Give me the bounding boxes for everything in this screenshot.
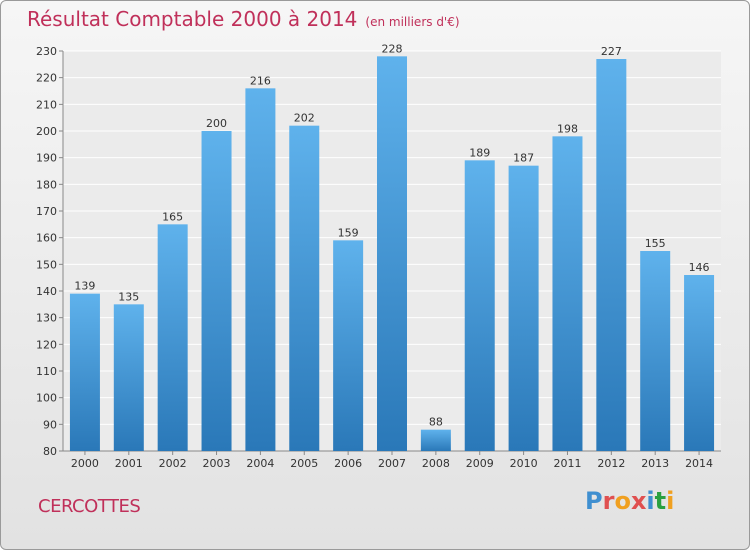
chart-title: Résultat Comptable 2000 à 2014 (en millie… — [27, 7, 460, 31]
x-tick-label: 2000 — [71, 457, 99, 470]
bar — [508, 165, 539, 451]
x-tick-label: 2005 — [290, 457, 318, 470]
bar — [420, 429, 451, 451]
y-tick-label: 160 — [36, 232, 57, 245]
y-tick-label: 140 — [36, 285, 57, 298]
bar — [245, 88, 276, 451]
x-tick-label: 2004 — [246, 457, 274, 470]
x-tick-label: 2012 — [597, 457, 625, 470]
y-tick-label: 90 — [43, 418, 57, 431]
bar — [157, 224, 188, 451]
x-tick-label: 2001 — [115, 457, 143, 470]
data-label: 146 — [689, 261, 710, 274]
data-label: 139 — [74, 280, 95, 293]
bar — [201, 131, 232, 451]
data-label: 198 — [557, 122, 578, 135]
data-label: 187 — [513, 152, 534, 165]
bar — [596, 59, 627, 451]
y-tick-label: 150 — [36, 258, 57, 271]
data-label: 88 — [429, 416, 443, 429]
logo-letter: r — [602, 487, 615, 515]
data-label: 155 — [645, 237, 666, 250]
chart-unit: (en milliers d'€) — [365, 15, 460, 29]
bar — [377, 56, 407, 451]
y-tick-label: 190 — [36, 152, 57, 165]
bar — [69, 293, 100, 451]
data-label: 165 — [162, 210, 183, 223]
x-tick-label: 2007 — [378, 457, 406, 470]
x-tick-label: 2003 — [203, 457, 231, 470]
y-tick-label: 170 — [36, 205, 57, 218]
y-tick-label: 130 — [36, 312, 57, 325]
x-tick-label: 2014 — [685, 457, 713, 470]
logo-letter: P — [585, 487, 603, 515]
bar — [333, 240, 364, 451]
x-tick-label: 2002 — [159, 457, 187, 470]
town-name: CERCOTTES — [38, 496, 141, 517]
data-label: 216 — [250, 74, 271, 87]
x-tick-label: 2008 — [422, 457, 450, 470]
y-tick-label: 200 — [36, 125, 57, 138]
x-tick-label: 2010 — [510, 457, 538, 470]
y-tick-label: 120 — [36, 338, 57, 351]
x-tick-label: 2006 — [334, 457, 362, 470]
data-label: 227 — [601, 45, 622, 58]
logo-letter: t — [654, 487, 667, 515]
y-tick-label: 210 — [36, 98, 57, 111]
logo-letter: o — [614, 487, 631, 515]
bar — [113, 304, 144, 451]
bar — [464, 160, 495, 452]
data-label: 202 — [294, 112, 315, 125]
x-tick-label: 2011 — [553, 457, 581, 470]
logo-letter: i — [646, 487, 655, 515]
data-label: 228 — [382, 42, 403, 55]
x-tick-label: 2013 — [641, 457, 669, 470]
y-tick-label: 110 — [36, 365, 57, 378]
bar — [684, 275, 715, 451]
data-label: 189 — [469, 146, 490, 159]
y-tick-label: 80 — [43, 445, 57, 458]
data-label: 159 — [338, 226, 359, 239]
logo-letter: x — [630, 487, 647, 515]
x-tick-label: 2009 — [466, 457, 494, 470]
y-tick-label: 230 — [36, 45, 57, 58]
bar — [289, 125, 320, 452]
y-tick-label: 100 — [36, 392, 57, 405]
data-label: 200 — [206, 117, 227, 130]
proxiti-logo: Proxiti — [585, 487, 674, 515]
y-tick-label: 220 — [36, 72, 57, 85]
bar — [552, 136, 583, 452]
data-label: 135 — [118, 290, 139, 303]
logo-letter: i — [666, 487, 675, 515]
bar — [640, 251, 671, 451]
y-tick-label: 180 — [36, 178, 57, 191]
